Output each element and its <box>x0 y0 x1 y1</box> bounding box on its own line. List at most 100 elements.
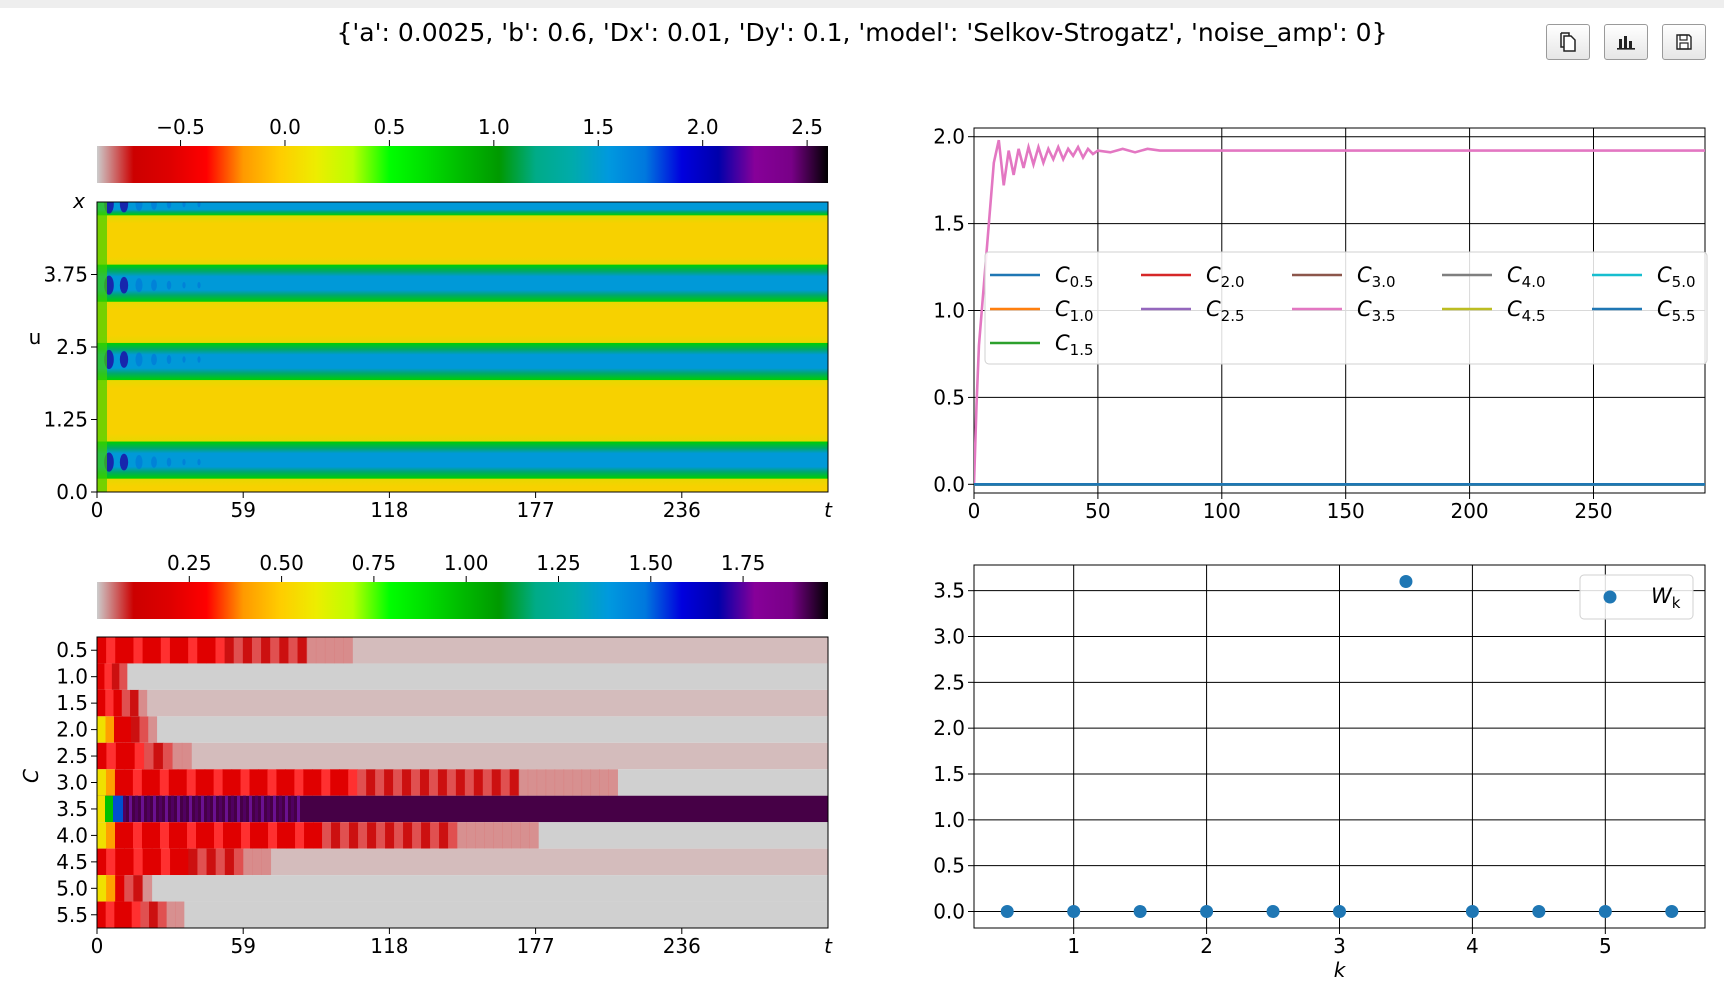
row-cell <box>270 637 280 664</box>
row-cell <box>279 637 290 664</box>
x-axis-label: t <box>824 498 833 522</box>
row-cell <box>132 769 143 796</box>
row-cell <box>179 637 189 664</box>
row-tick-label: 4.5 <box>56 850 88 874</box>
row-cell <box>105 689 115 717</box>
row-cell <box>187 822 197 849</box>
row-cell <box>114 769 125 796</box>
transient-spot <box>182 282 186 289</box>
x-tick-label: 4 <box>1466 934 1479 958</box>
row-cell <box>231 769 242 796</box>
row-cell <box>330 769 340 796</box>
copy-button[interactable] <box>1546 24 1590 60</box>
row-cell <box>115 822 125 849</box>
x-tick-label: 59 <box>230 498 255 522</box>
row-cell <box>421 822 431 849</box>
colorbar-tick-label: 0.75 <box>352 551 397 575</box>
transient-spot <box>166 202 172 209</box>
row-cell <box>340 822 350 849</box>
row-cell <box>97 637 107 664</box>
row-cell <box>141 769 152 796</box>
row-cell <box>188 848 199 876</box>
row-cell <box>160 822 170 849</box>
scatter-point <box>1133 905 1147 918</box>
row-cell <box>312 769 322 796</box>
row-cell <box>204 769 215 796</box>
row-tick-label: 5.0 <box>56 876 88 900</box>
row-cell <box>267 795 270 823</box>
scatter-chart-panel: 1 2 3 4 5 0.0 0.5 1.0 1.5 2.0 2.5 3.0 3.5 k Wk <box>933 564 1706 982</box>
row-background <box>97 689 828 717</box>
row-cell <box>475 822 485 849</box>
legend-box <box>1579 574 1694 620</box>
row-cell <box>106 742 117 770</box>
scatter-point <box>1000 905 1014 918</box>
band <box>97 202 828 216</box>
x-tick-label: 100 <box>1203 499 1241 523</box>
row-cell <box>536 769 547 796</box>
row-cell <box>141 795 144 823</box>
row-cell <box>482 769 493 796</box>
row-cell <box>599 769 610 796</box>
row-cell <box>144 742 155 770</box>
scatter-point <box>1598 905 1612 918</box>
legend-label: C4.0 <box>1507 263 1546 291</box>
transient-spot <box>151 202 157 210</box>
colorbar-tick-label: 1.25 <box>536 551 581 575</box>
row-cell <box>213 795 216 823</box>
row-cell <box>233 637 244 664</box>
legend-label: C3.0 <box>1357 263 1396 291</box>
row-cell <box>97 663 106 690</box>
row-cell <box>169 637 180 664</box>
chart-button[interactable] <box>1604 24 1648 60</box>
row-cell <box>113 689 123 717</box>
row-cell <box>412 822 422 849</box>
row-cell <box>111 663 120 690</box>
row-background <box>97 742 828 770</box>
row-cell <box>213 769 224 796</box>
row-cell <box>125 742 136 770</box>
row-cell <box>376 822 386 849</box>
row-cell <box>581 769 592 796</box>
heatmap-bands <box>97 202 828 492</box>
row-cell <box>331 822 341 849</box>
row-cell <box>97 689 106 717</box>
row-cell <box>349 822 359 849</box>
row-cell <box>285 769 295 796</box>
row-cell <box>545 769 556 796</box>
y-tick-label: 0.5 <box>933 385 965 409</box>
transient-spot <box>119 453 129 471</box>
plot-frame <box>96 636 829 929</box>
row-background <box>97 901 828 928</box>
y-tick-label: 1.0 <box>933 808 965 832</box>
row-cell <box>139 716 149 743</box>
legend-label: C4.5 <box>1507 297 1546 325</box>
row-cell <box>358 822 368 849</box>
row-cell <box>113 716 124 743</box>
row-cell <box>242 637 253 664</box>
row-cell <box>195 795 198 823</box>
row-cell <box>151 848 162 876</box>
row-cell <box>205 822 215 849</box>
row-cell <box>153 795 156 823</box>
row-cell <box>142 848 153 876</box>
row-cell <box>500 769 511 796</box>
row-cell <box>142 875 153 902</box>
row-cell <box>297 795 300 823</box>
row-cell <box>303 769 313 796</box>
band <box>97 342 828 381</box>
row-cell <box>491 769 502 796</box>
row-cell <box>252 848 262 876</box>
row-cell <box>268 822 278 849</box>
row-cell <box>119 663 128 690</box>
row-cell <box>97 769 107 796</box>
row-cell <box>124 822 134 849</box>
x-tick-label: 177 <box>517 934 555 958</box>
row-cell <box>150 769 161 796</box>
save-button[interactable] <box>1662 24 1706 60</box>
row-cell <box>384 769 394 796</box>
row-cell <box>97 848 107 876</box>
row-cell <box>129 795 132 823</box>
y-tick-label: 0.0 <box>933 472 965 496</box>
row-cell <box>222 769 233 796</box>
